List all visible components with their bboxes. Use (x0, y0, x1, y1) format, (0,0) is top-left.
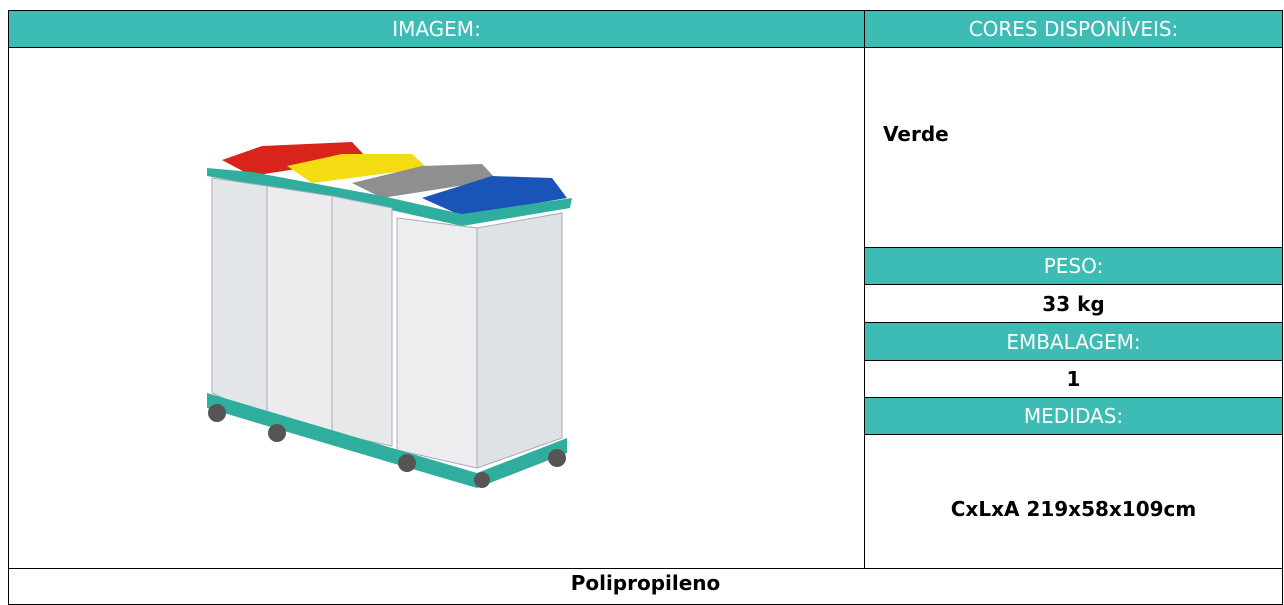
packaging-label: EMBALAGEM: (864, 322, 1283, 361)
weight-value: 33 kg (864, 284, 1283, 323)
colors-value: Verde (864, 47, 1283, 248)
material-value: Polipropileno (8, 568, 1283, 605)
header-colors: CORES DISPONÍVEIS: (864, 10, 1283, 48)
measures-label: MEDIDAS: (864, 397, 1283, 435)
header-image: IMAGEM: (8, 10, 865, 48)
image-cell (8, 47, 865, 569)
product-image (206, 142, 572, 488)
packaging-value: 1 (864, 360, 1283, 398)
weight-label: PESO: (864, 247, 1283, 285)
measures-value: CxLxA 219x58x109cm (864, 434, 1283, 569)
